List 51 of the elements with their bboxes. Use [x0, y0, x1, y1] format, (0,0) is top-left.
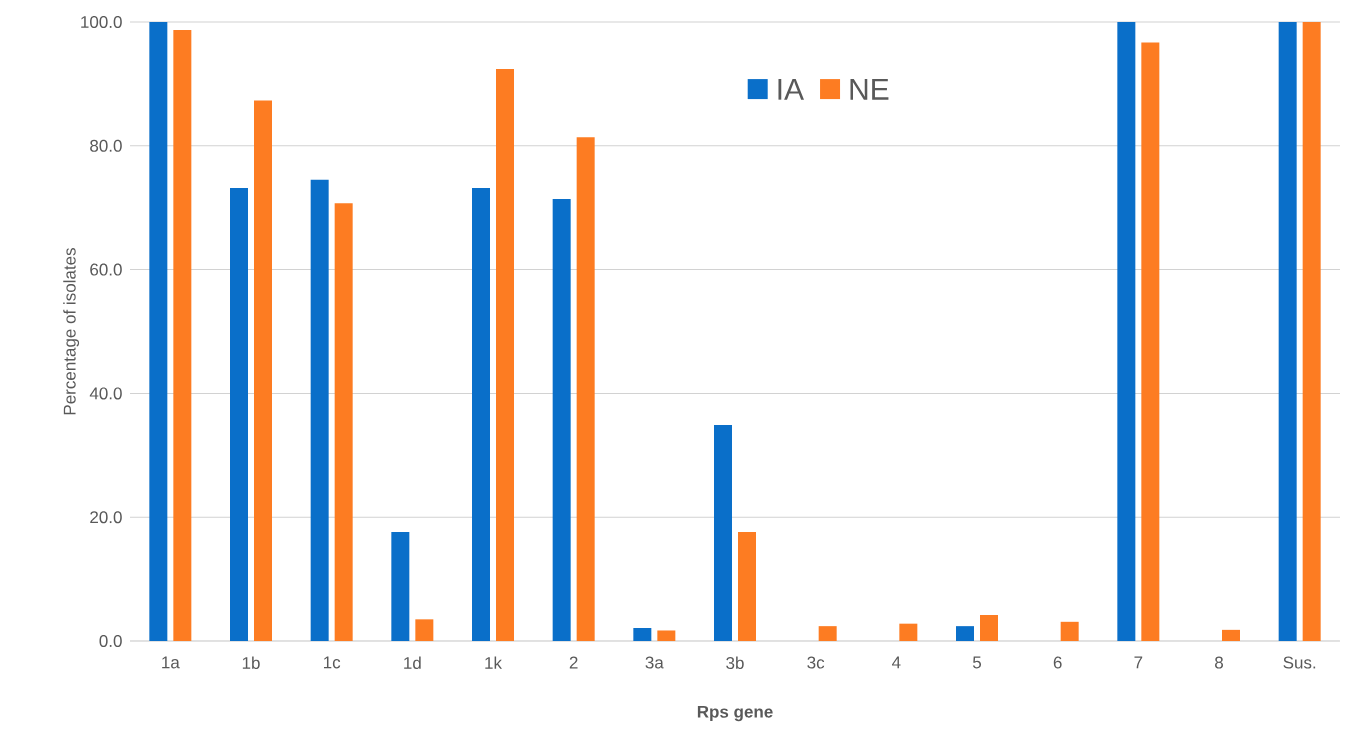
- bar: [818, 626, 837, 641]
- x-tick-label: 3c: [807, 656, 825, 669]
- bar: [1141, 42, 1160, 641]
- x-tick-label: 1b: [242, 656, 260, 670]
- x-tick-label: 1a: [162, 656, 180, 669]
- bar: [552, 199, 571, 641]
- bar: [1060, 621, 1079, 641]
- bar: [149, 21, 168, 641]
- y-axis-title: Percentage of isolates: [63, 248, 80, 415]
- y-tick-label: 40.0: [89, 387, 122, 400]
- x-tick-label: 5: [972, 656, 982, 669]
- bar: [173, 30, 192, 641]
- bar: [657, 630, 676, 641]
- bar: [714, 424, 732, 641]
- bar: [415, 619, 434, 641]
- x-tick-label: 6: [1053, 656, 1062, 669]
- y-tick-label: 0.0: [99, 634, 122, 648]
- x-tick-label: 1d: [404, 656, 421, 670]
- x-tick-label: 8: [1215, 656, 1223, 669]
- bar: [310, 179, 329, 641]
- x-tick-label: 7: [1134, 656, 1143, 669]
- bar: [496, 69, 514, 641]
- x-tick-label: 3a: [645, 656, 664, 669]
- y-tick-label: 60.0: [90, 263, 122, 276]
- bar: [334, 203, 353, 641]
- bar: [254, 100, 272, 641]
- bar: [633, 628, 652, 641]
- bar: [1302, 21, 1321, 641]
- x-tick-label: Sus.: [1283, 656, 1316, 669]
- legend-label: IA: [778, 79, 804, 100]
- bar: [230, 187, 248, 641]
- y-tick-label: 20.0: [90, 511, 122, 524]
- bar: [1117, 21, 1136, 641]
- legend-label: NE: [850, 79, 889, 100]
- bar: [956, 626, 974, 641]
- y-tick-label: 100.0: [81, 15, 122, 29]
- bar: [980, 615, 998, 641]
- bar: [391, 532, 410, 641]
- x-tick-label: 3b: [726, 656, 744, 670]
- bar: [1278, 21, 1297, 641]
- bar: [899, 623, 918, 641]
- x-tick-label: 4: [892, 656, 901, 669]
- bar: [472, 187, 490, 641]
- x-tick-label: 1c: [323, 656, 341, 669]
- bar: [738, 532, 756, 641]
- x-axis-title: Rps gene: [697, 705, 773, 722]
- bar: [1222, 629, 1240, 641]
- x-tick-label: 2: [569, 656, 578, 669]
- y-tick-label: 80.0: [90, 139, 122, 152]
- x-tick-label: 1k: [485, 656, 503, 669]
- bar: [576, 137, 595, 641]
